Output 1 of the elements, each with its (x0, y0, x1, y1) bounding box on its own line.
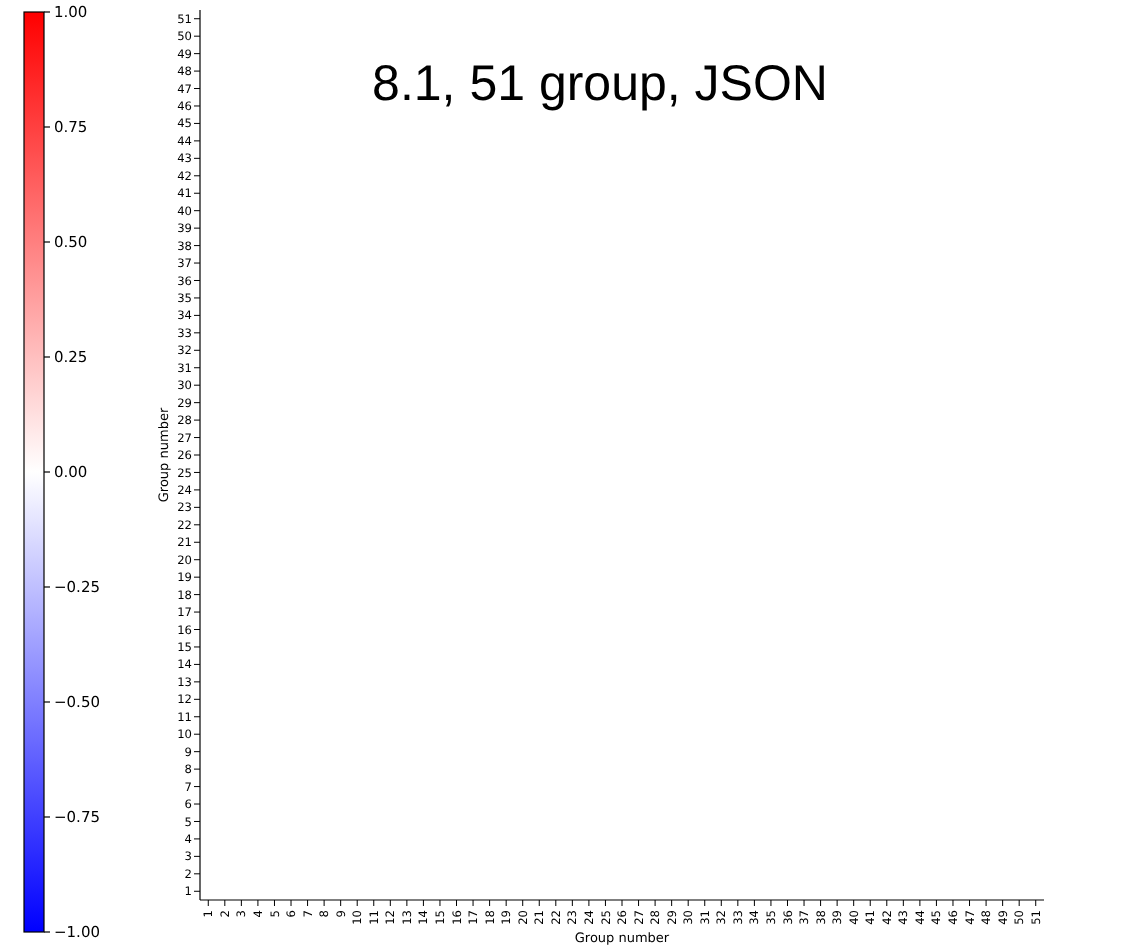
text: 8.1, 51 group, JSON (372, 56, 828, 112)
